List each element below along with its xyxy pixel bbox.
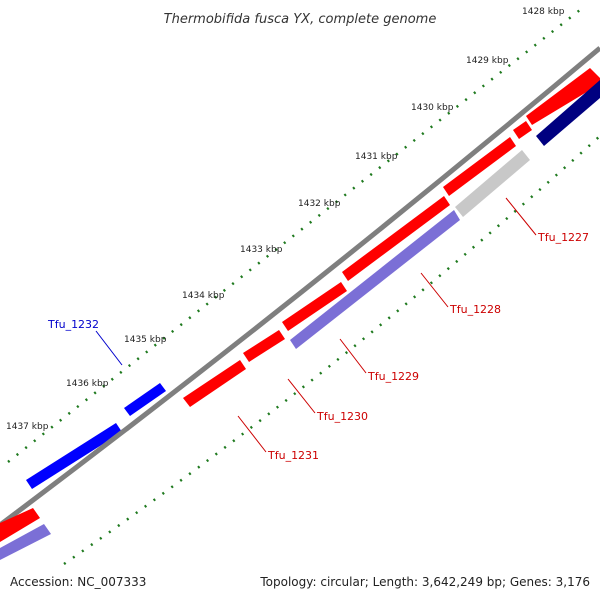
cds-purple-2 [290,210,460,349]
kbp-label-1428: 1428 kbp [522,7,565,17]
outer-tick-ring [7,5,586,463]
gene-arrow-red-8 [526,68,600,125]
gene-arrow-blue-2 [124,383,166,416]
gene-arrow-red-4 [282,282,347,331]
gene-arrow-blue-1 [26,423,122,489]
gene-label-tfu-1232: Tfu_1232 [47,318,99,331]
gene-arrow-red-3 [243,330,285,362]
kbp-label-1430: 1430 kbp [411,103,454,113]
kbp-label-1431: 1431 kbp [355,152,398,162]
kbp-label-1432: 1432 kbp [298,199,341,209]
gene-label-tfu-1228: Tfu_1228 [449,303,501,316]
kbp-label-1434: 1434 kbp [182,291,225,301]
inner-tick-ring [63,135,600,566]
reverse-genes [26,383,166,489]
gene-labels: Tfu_1232 Tfu_1227 Tfu_1228 Tfu_1229 Tfu_… [47,197,589,462]
kbp-label-1436: 1436 kbp [66,379,109,389]
genome-backbone [0,46,600,527]
cds-purple-1 [0,524,51,560]
forward-genes [0,68,600,542]
gene-arrow-red-6 [443,137,516,196]
gene-label-tfu-1229: Tfu_1229 [367,370,419,383]
kbp-labels: 1428 kbp 1429 kbp 1430 kbp 1431 kbp 1432… [6,7,565,432]
map-title: Thermobifida fusca YX, complete genome [164,12,437,27]
gene-arrow-red-5 [342,196,450,281]
gene-label-tfu-1230: Tfu_1230 [316,410,368,423]
kbp-label-1429: 1429 kbp [466,56,509,66]
gene-arrow-red-1 [0,508,40,542]
cds-navy-1 [536,80,600,146]
kbp-label-1437: 1437 kbp [6,422,49,432]
kbp-label-1435: 1435 kbp [124,335,167,345]
cds-features [0,80,600,560]
gene-arrow-red-7 [513,121,532,139]
gene-arrow-red-2 [183,360,246,407]
kbp-label-1433: 1433 kbp [240,245,283,255]
gene-label-tfu-1227: Tfu_1227 [537,231,589,244]
cds-grey-1 [455,150,530,217]
gene-label-tfu-1231: Tfu_1231 [267,449,319,462]
summary-text: Topology: circular; Length: 3,642,249 bp… [259,575,590,589]
accession-text: Accession: NC_007333 [10,575,146,589]
